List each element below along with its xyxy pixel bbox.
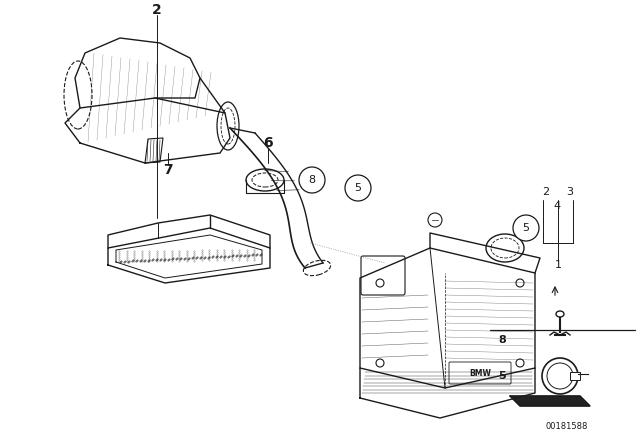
Circle shape <box>516 279 524 287</box>
Text: 5: 5 <box>522 223 529 233</box>
FancyBboxPatch shape <box>361 256 405 295</box>
Text: 5: 5 <box>355 183 362 193</box>
Circle shape <box>542 358 578 394</box>
Polygon shape <box>510 396 590 406</box>
Ellipse shape <box>303 260 331 276</box>
Ellipse shape <box>252 173 278 187</box>
Text: 2: 2 <box>543 187 550 197</box>
Text: 1: 1 <box>554 260 561 270</box>
Circle shape <box>299 167 325 193</box>
Text: 2: 2 <box>152 3 162 17</box>
Circle shape <box>428 213 442 227</box>
FancyBboxPatch shape <box>449 362 511 384</box>
Circle shape <box>516 359 524 367</box>
Text: 3: 3 <box>566 187 573 197</box>
Circle shape <box>376 359 384 367</box>
Circle shape <box>513 215 539 241</box>
Text: 8: 8 <box>308 175 316 185</box>
Text: BMW: BMW <box>469 369 491 378</box>
Text: 4: 4 <box>554 201 561 211</box>
Ellipse shape <box>217 102 239 150</box>
Bar <box>570 372 580 380</box>
Ellipse shape <box>64 61 92 129</box>
Ellipse shape <box>221 108 235 144</box>
Ellipse shape <box>556 311 564 317</box>
Ellipse shape <box>491 238 519 258</box>
Text: 00181588: 00181588 <box>546 422 588 431</box>
Ellipse shape <box>246 169 284 191</box>
Text: 6: 6 <box>263 136 273 150</box>
Text: 5: 5 <box>498 371 506 381</box>
Text: 7: 7 <box>163 163 173 177</box>
Circle shape <box>547 363 573 389</box>
Ellipse shape <box>486 234 524 262</box>
Text: 8: 8 <box>498 335 506 345</box>
Circle shape <box>345 175 371 201</box>
Circle shape <box>376 279 384 287</box>
